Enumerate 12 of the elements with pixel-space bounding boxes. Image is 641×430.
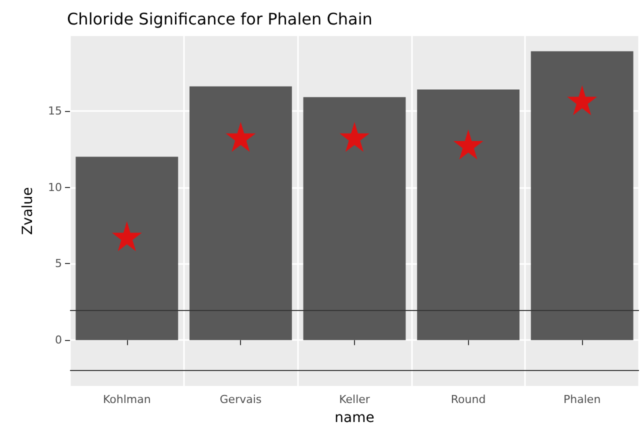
chart-title: Chloride Significance for Phalen Chain bbox=[67, 10, 372, 28]
y-tick-label: 10 bbox=[48, 180, 62, 194]
x-axis-title: name bbox=[334, 410, 374, 426]
y-tick-label: 15 bbox=[48, 104, 62, 118]
x-tick-label: Gervais bbox=[220, 393, 262, 406]
y-tick-label: 0 bbox=[55, 334, 62, 347]
y-tick-label: 5 bbox=[55, 257, 62, 270]
x-tick-label: Kohlman bbox=[102, 393, 151, 406]
y-axis-title: Zvalue bbox=[20, 187, 36, 235]
x-tick-label: Keller bbox=[339, 393, 370, 406]
x-tick-label: Round bbox=[450, 393, 486, 406]
x-tick-label: Phalen bbox=[564, 393, 601, 406]
